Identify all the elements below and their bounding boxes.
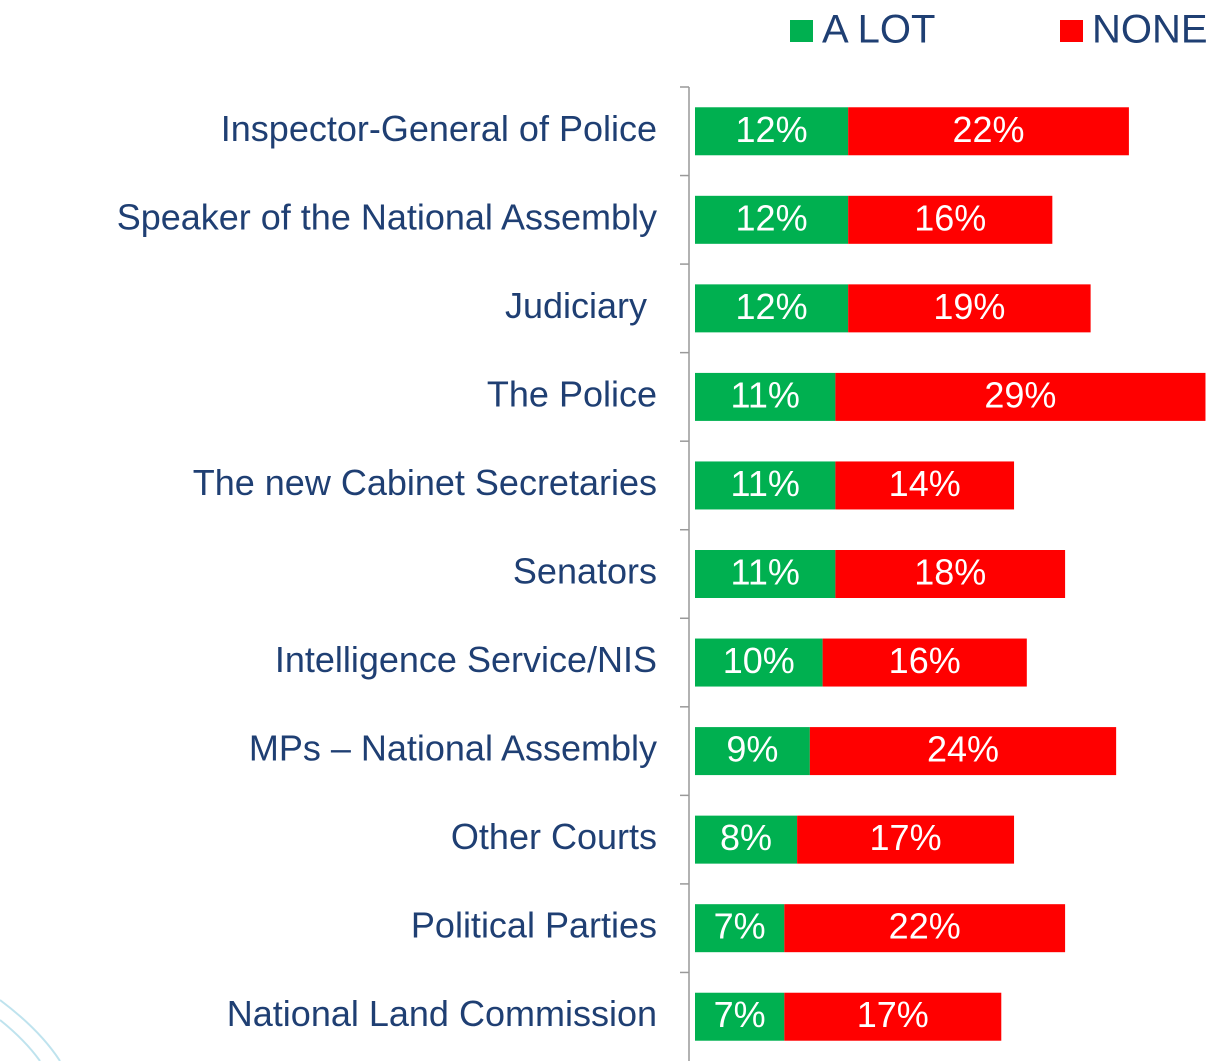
category-label: The new Cabinet Secretaries <box>193 462 657 503</box>
legend-label: A LOT <box>822 8 935 52</box>
value-label: 11% <box>730 463 799 504</box>
value-label: 14% <box>889 463 961 504</box>
bar-segment <box>695 638 823 687</box>
bar-segment <box>835 461 1015 510</box>
value-label: 10% <box>723 640 795 681</box>
value-label: 17% <box>870 817 942 858</box>
bar-segment <box>848 107 1129 156</box>
bar-segment <box>695 107 849 156</box>
category-label: Inspector-General of Police <box>221 108 657 149</box>
bar-segment <box>784 904 1066 953</box>
category-label: Senators <box>513 551 657 592</box>
value-label: 8% <box>720 817 772 858</box>
value-label: 16% <box>914 197 986 238</box>
bar-segment <box>797 815 1015 864</box>
bar-segment <box>695 195 849 244</box>
bar-segment <box>848 195 1053 244</box>
value-label: 29% <box>984 374 1056 415</box>
bar-segment <box>835 372 1206 421</box>
bar-segment <box>695 815 798 864</box>
value-label: 19% <box>933 286 1005 327</box>
value-label: 24% <box>927 729 999 770</box>
bar-segment <box>695 461 836 510</box>
legend-swatch <box>790 20 813 42</box>
category-label: Other Courts <box>451 816 657 857</box>
value-label: 7% <box>714 994 766 1035</box>
bar-segment <box>809 727 1117 776</box>
bar-segment <box>695 992 785 1041</box>
bar-segment <box>695 550 836 598</box>
bar-segment <box>695 372 836 421</box>
bar-segment <box>822 638 1027 687</box>
legend-label: NONE <box>1092 8 1208 52</box>
category-label: Intelligence Service/NIS <box>275 639 657 680</box>
value-label: 7% <box>714 906 766 947</box>
bar-segment <box>695 904 785 953</box>
category-label: Political Parties <box>411 905 657 946</box>
legend-swatch <box>1060 20 1083 42</box>
value-label: 12% <box>736 286 808 327</box>
category-label: National Land Commission <box>227 993 657 1034</box>
category-label: MPs – National Assembly <box>249 728 657 769</box>
value-label: 11% <box>730 552 799 593</box>
decoration <box>0 999 61 1061</box>
value-label: 11% <box>730 374 799 415</box>
value-label: 12% <box>736 109 808 150</box>
value-label: 16% <box>889 640 961 681</box>
bar-segment <box>784 992 1002 1041</box>
value-label: 17% <box>857 994 929 1035</box>
category-label: The Police <box>487 373 657 414</box>
bar-segment <box>835 550 1066 598</box>
value-label: 18% <box>914 552 986 593</box>
value-label: 22% <box>952 109 1024 150</box>
bar-segment <box>695 284 849 333</box>
value-label: 12% <box>736 197 808 238</box>
value-label: 9% <box>726 729 778 770</box>
category-label: Judiciary <box>505 285 657 326</box>
category-label: Speaker of the National Assembly <box>117 196 657 237</box>
bar-segment <box>695 727 810 776</box>
value-label: 22% <box>889 906 961 947</box>
bar-segment <box>848 284 1091 333</box>
